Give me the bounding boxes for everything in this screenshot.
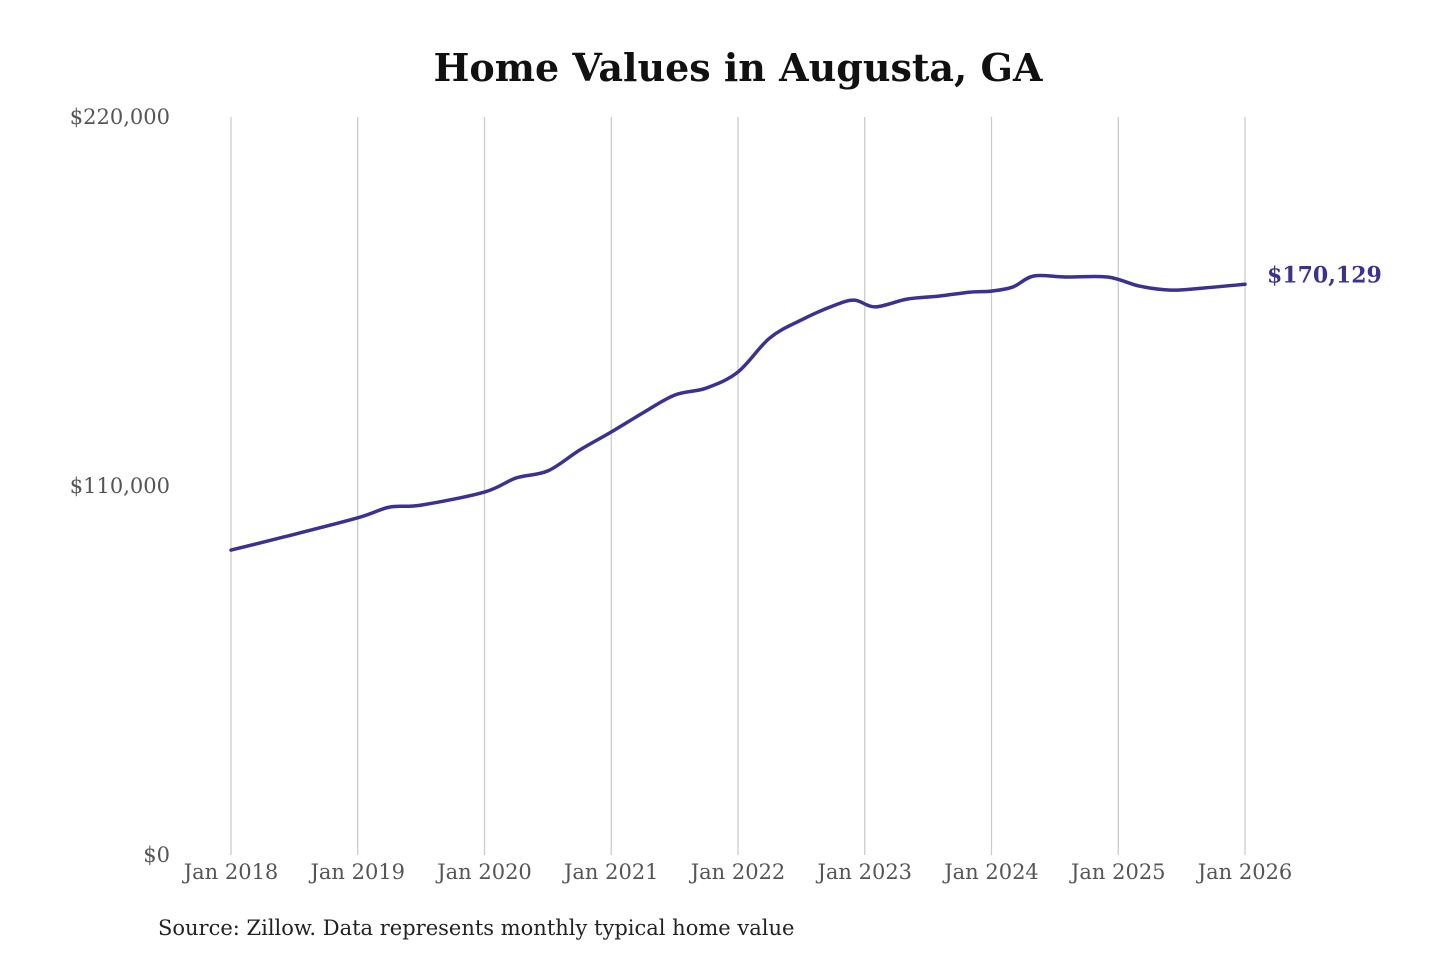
chart-title: Home Values in Augusta, GA: [434, 45, 1043, 90]
x-tick-label: Jan 2022: [689, 860, 786, 884]
x-tick-label: Jan 2021: [562, 860, 659, 884]
x-tick-label: Jan 2023: [815, 860, 912, 884]
x-tick-label: Jan 2025: [1069, 860, 1166, 884]
x-tick-label: Jan 2020: [435, 860, 532, 884]
x-tick-label: Jan 2018: [182, 860, 279, 884]
x-tick-label: Jan 2019: [308, 860, 405, 884]
x-tick-label: Jan 2026: [1196, 860, 1293, 884]
y-tick-label: $220,000: [70, 105, 170, 129]
source-note: Source: Zillow. Data represents monthly …: [158, 916, 795, 940]
y-tick-label: $110,000: [70, 474, 170, 498]
end-value-label: $170,129: [1267, 262, 1382, 288]
series-line: [229, 273, 1247, 552]
x-tick-label: Jan 2024: [942, 860, 1039, 884]
y-tick-label: $0: [143, 843, 170, 867]
